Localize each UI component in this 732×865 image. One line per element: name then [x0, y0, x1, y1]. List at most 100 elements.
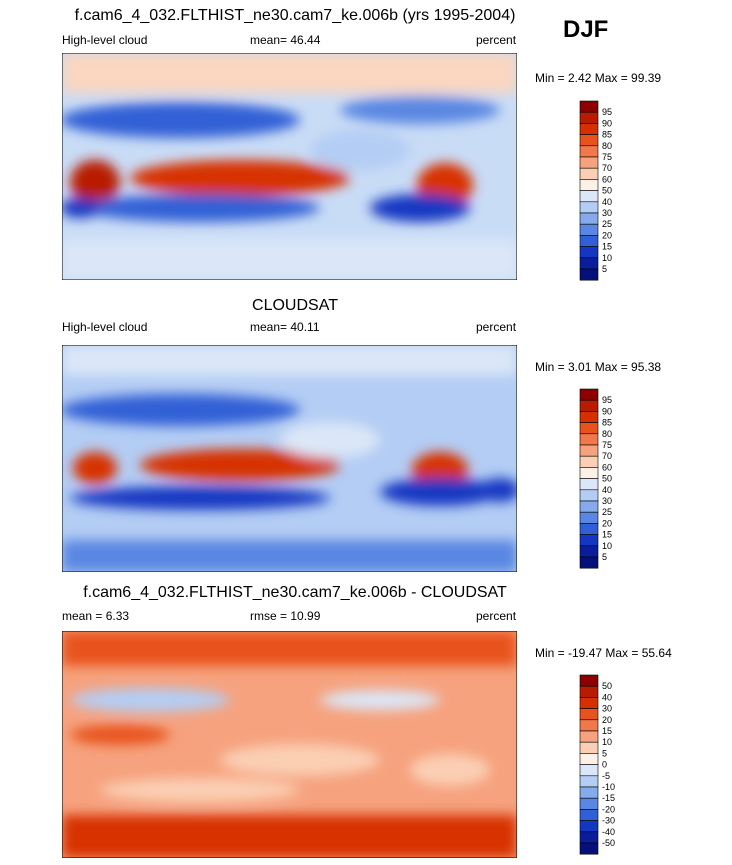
colorbar-swatch — [579, 809, 599, 821]
colorbar-swatch — [579, 685, 599, 698]
colorbar-swatch — [579, 842, 599, 855]
colorbar-tick-label: 20 — [602, 518, 612, 528]
panel3-title: f.cam6_4_032.FLTHIST_ne30.cam7_ke.006b -… — [83, 584, 507, 601]
colorbar-tick-label: -50 — [602, 838, 615, 848]
panel1-map — [62, 53, 517, 280]
colorbar-swatch — [579, 111, 599, 124]
colorbar-swatch — [579, 433, 599, 446]
colorbar-swatch — [579, 411, 599, 423]
colorbar-tick-label: 80 — [602, 141, 612, 151]
colorbar-tick-label: 30 — [602, 496, 612, 506]
colorbar-tick-label: 95 — [602, 107, 612, 117]
season-label: DJF — [563, 16, 609, 43]
colorbar-tick-label: 60 — [602, 174, 612, 184]
panel1-title: f.cam6_4_032.FLTHIST_ne30.cam7_ke.006b (… — [74, 7, 516, 24]
colorbar-swatch — [579, 123, 599, 135]
colorbar-swatch — [579, 455, 599, 468]
colorbar-tick-label: 90 — [602, 118, 612, 128]
panel1-variable: High-level cloud — [62, 33, 148, 47]
colorbar-tick-label: -10 — [602, 782, 615, 792]
colorbar-swatch — [579, 753, 599, 765]
colorbar-swatch — [579, 145, 599, 158]
colorbar-swatch — [579, 167, 599, 180]
colorbar-swatch — [579, 201, 599, 214]
panel2-title: CLOUDSAT — [252, 297, 338, 314]
colorbar-swatch — [579, 820, 599, 833]
colorbar-swatch — [579, 235, 599, 247]
colorbar-tick-label: 15 — [602, 726, 612, 736]
colorbar-swatch — [579, 223, 599, 236]
colorbar-swatch — [579, 478, 599, 491]
colorbar-tick-label: 5 — [602, 552, 607, 562]
colorbar-swatch — [579, 523, 599, 535]
colorbar-tick-label: 30 — [602, 704, 612, 714]
colorbar-swatch — [579, 388, 599, 401]
colorbar-tick-label: 0 — [602, 760, 607, 770]
colorbar-tick-label: 10 — [602, 253, 612, 263]
colorbar-tick-label: 75 — [602, 440, 612, 450]
colorbar-swatch — [579, 257, 599, 270]
colorbar-tick-label: 50 — [602, 681, 612, 691]
colorbar-swatch — [579, 719, 599, 732]
colorbar-swatch — [579, 467, 599, 479]
colorbar-tick-label: 15 — [602, 242, 612, 252]
colorbar-swatch — [579, 831, 599, 844]
colorbar-swatch — [579, 179, 599, 191]
colorbar-tick-label: -30 — [602, 816, 615, 826]
colorbar-tick-label: -40 — [602, 827, 615, 837]
colorbar-swatch — [579, 190, 599, 203]
colorbar-tick-label: 10 — [602, 737, 612, 747]
panel1-units: percent — [476, 33, 517, 47]
panel2-minmax: Min = 3.01 Max = 95.38 — [535, 360, 662, 374]
colorbar-tick-label: 20 — [602, 715, 612, 725]
colorbar-tick-label: 70 — [602, 163, 612, 173]
panel3-units: percent — [476, 609, 517, 623]
colorbar-swatch — [579, 708, 599, 721]
colorbar-tick-label: 15 — [602, 530, 612, 540]
colorbar-tick-label: 25 — [602, 219, 612, 229]
colorbar-swatch — [579, 489, 599, 502]
colorbar-swatch — [579, 212, 599, 225]
colorbar-swatch — [579, 697, 599, 709]
colorbar-tick-label: 5 — [602, 264, 607, 274]
colorbar-tick-label: 95 — [602, 395, 612, 405]
colorbar-swatch — [579, 134, 599, 147]
panel2-map — [62, 345, 517, 572]
colorbar-tick-label: 10 — [602, 541, 612, 551]
colorbar-tick-label: 60 — [602, 462, 612, 472]
colorbar-swatch — [579, 797, 599, 810]
panel2-variable: High-level cloud — [62, 320, 148, 334]
colorbar-tick-label: 40 — [602, 485, 612, 495]
panel1-mean: mean= 46.44 — [250, 33, 321, 47]
colorbar-swatch — [579, 500, 599, 513]
colorbar-swatch — [579, 786, 599, 799]
colorbar-swatch — [579, 156, 599, 169]
colorbar-tick-label: -15 — [602, 793, 615, 803]
colorbar-swatch — [579, 422, 599, 435]
colorbar-swatch — [579, 730, 599, 743]
colorbar-tick-label: 25 — [602, 507, 612, 517]
colorbar-swatch — [579, 534, 599, 547]
colorbar-swatch — [579, 444, 599, 457]
colorbar-tick-label: 50 — [602, 474, 612, 484]
colorbar-tick-label: 20 — [602, 230, 612, 240]
colorbar-tick-label: -20 — [602, 804, 615, 814]
colorbar-tick-label: 40 — [602, 692, 612, 702]
colorbar-tick-label: 30 — [602, 208, 612, 218]
colorbar-swatch — [579, 399, 599, 412]
colorbar-swatch — [579, 556, 599, 569]
panel3-rmse: rmse = 10.99 — [250, 609, 321, 623]
colorbar-tick-label: 75 — [602, 152, 612, 162]
panel2-mean: mean= 40.11 — [250, 320, 320, 334]
panel3-minmax: Min = -19.47 Max = 55.64 — [535, 646, 672, 660]
colorbar-swatch — [579, 268, 599, 281]
colorbar-tick-label: 5 — [602, 748, 607, 758]
colorbar-swatch — [579, 775, 599, 788]
colorbar-tick-label: 50 — [602, 186, 612, 196]
colorbar-swatch — [579, 674, 599, 687]
colorbar-tick-label: 80 — [602, 429, 612, 439]
colorbar-tick-label: 85 — [602, 130, 612, 140]
colorbar-swatch — [579, 764, 599, 777]
